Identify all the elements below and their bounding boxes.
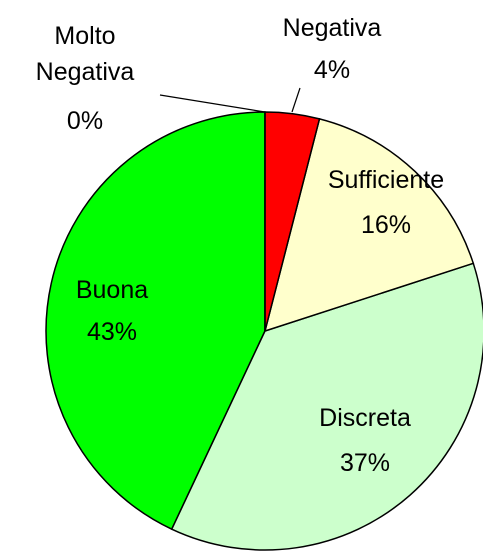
value-label: 0% [66,107,104,135]
pie-slice [45,111,266,531]
leader-line [291,87,301,113]
value-label: 4% [313,56,351,84]
category-label: Molto Negativa [35,22,135,86]
pie-slice [170,262,483,551]
category-label: Negativa [282,14,382,42]
value-label: 43% [86,318,138,346]
category-label: Sufficiente [327,166,445,194]
category-label: Discreta [319,404,411,432]
value-label: 37% [339,449,391,477]
pie-slice [263,117,475,333]
leader-line [159,94,266,113]
value-label: 16% [360,211,412,239]
category-label: Buona [75,276,149,304]
